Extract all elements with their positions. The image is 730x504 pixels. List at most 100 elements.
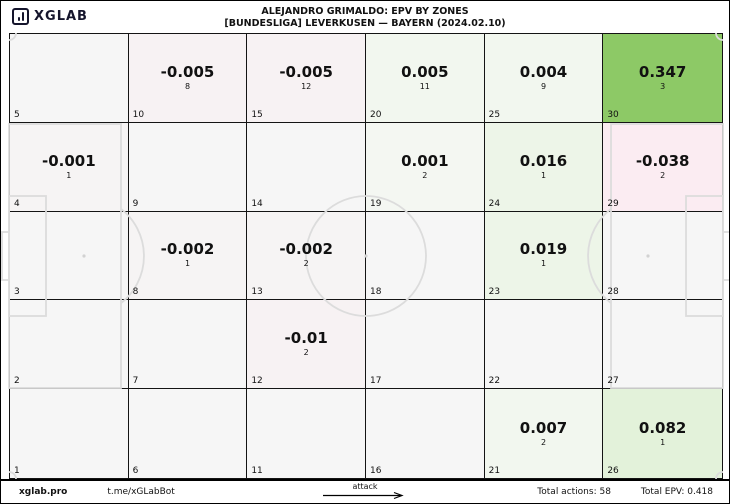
zone-epv-value: 0.347 [638, 62, 687, 81]
football-pitch: 5 -0.005 8 10 -0.005 12 15 0.005 11 20 0.004 9 25 0.3… [1, 33, 729, 479]
zone-epv-value: 0.001 [401, 151, 449, 170]
zone-cell-16: 16 [365, 389, 485, 478]
zone-action-count: 1 [184, 259, 191, 269]
logo-text: XGLAB [34, 9, 88, 24]
zone-number: 28 [607, 287, 619, 298]
zone-cell-22: 22 [484, 300, 604, 390]
zone-cell-13: -0.002 2 13 [247, 211, 366, 301]
zone-number: 20 [369, 109, 382, 120]
totals: Total actions: 58 Total EPV: 0.418 [537, 487, 713, 497]
zone-cell-8: -0.002 1 8 [128, 211, 248, 301]
zone-cell-15: -0.005 12 15 [247, 34, 366, 123]
site-label: xglab.pro [19, 487, 68, 497]
zone-action-count: 2 [540, 437, 547, 447]
zone-number: 16 [369, 466, 382, 476]
chart-titles: ALEJANDRO GRIMALDO: EPV BY ZONES [BUNDES… [111, 6, 619, 29]
zone-cell-21: 0.007 2 21 [484, 389, 604, 478]
zone-grid: 5 -0.005 8 10 -0.005 12 15 0.005 11 20 0.004 9 25 0.3… [9, 33, 723, 479]
zone-cell-23: 0.019 1 23 [484, 211, 604, 301]
zone-number: 24 [488, 198, 501, 209]
zone-epv-value: 0.004 [519, 62, 568, 81]
zone-action-count: 1 [540, 170, 547, 180]
zone-number: 17 [369, 376, 382, 387]
zone-number: 19 [369, 198, 382, 209]
total-actions-label: Total actions: 58 [537, 487, 611, 497]
zone-cell-27: 27 [603, 300, 722, 390]
zone-epv-value: -0.002 [160, 240, 215, 259]
zone-number: 25 [488, 109, 501, 120]
zone-cell-24: 0.016 1 24 [484, 122, 604, 212]
zone-cell-25: 0.004 9 25 [484, 34, 604, 123]
zone-number: 3 [14, 287, 20, 298]
zone-number: 15 [251, 109, 263, 120]
zone-epv-value: -0.002 [279, 240, 333, 259]
zone-cell-14: 14 [247, 122, 366, 212]
zone-action-count: 11 [419, 81, 430, 91]
zone-epv-value: -0.005 [279, 62, 333, 81]
zone-number: 7 [132, 376, 139, 387]
zone-cell-18: 18 [365, 211, 485, 301]
zone-cell-4: -0.001 1 4 [10, 122, 129, 212]
attack-arrow-icon [323, 491, 404, 500]
telegram-bot-label: t.me/xGLabBot [107, 487, 175, 497]
zone-action-count: 3 [660, 81, 666, 91]
zone-action-count: 1 [66, 170, 72, 180]
zone-cell-1: 1 [10, 389, 129, 478]
zone-cell-12: -0.01 2 12 [247, 300, 366, 390]
zone-action-count: 1 [540, 259, 547, 269]
zone-number: 9 [132, 198, 139, 209]
zone-cell-19: 0.001 2 19 [365, 122, 485, 212]
zone-cell-29: -0.038 2 29 [603, 122, 722, 212]
zone-cell-5: 5 [10, 34, 129, 123]
xglab-logo: XGLAB [12, 8, 88, 25]
zone-epv-value: -0.005 [160, 62, 215, 81]
zone-number: 13 [251, 287, 263, 298]
chart-subtitle: [BUNDESLIGA] LEVERKUSEN — BAYERN (2024.0… [224, 17, 506, 29]
zone-number: 26 [607, 466, 619, 476]
footer: xglab.pro t.me/xGLabBot attack Total act… [1, 479, 729, 503]
zone-number: 22 [488, 376, 501, 387]
zone-epv-value: 0.019 [519, 240, 568, 259]
zone-cell-30: 0.347 3 30 [603, 34, 722, 123]
attack-direction: attack [321, 482, 409, 500]
zone-action-count: 9 [540, 81, 547, 91]
zone-number: 10 [132, 109, 145, 120]
zone-action-count: 12 [301, 81, 312, 91]
zone-number: 5 [14, 109, 20, 120]
zone-cell-7: 7 [128, 300, 248, 390]
zone-action-count: 8 [184, 81, 191, 91]
zone-number: 23 [488, 287, 501, 298]
zone-cell-10: -0.005 8 10 [128, 34, 248, 123]
zone-epv-value: -0.038 [635, 151, 690, 170]
chart-title: ALEJANDRO GRIMALDO: EPV BY ZONES [261, 6, 469, 17]
zone-number: 30 [607, 109, 619, 120]
zone-cell-2: 2 [10, 300, 129, 390]
zone-action-count: 2 [303, 348, 309, 358]
zone-cell-26: 0.082 1 26 [603, 389, 722, 478]
zone-number: 21 [488, 466, 501, 476]
zone-cell-6: 6 [128, 389, 248, 478]
zone-cell-17: 17 [365, 300, 485, 390]
zone-number: 14 [251, 198, 263, 209]
zone-number: 11 [251, 466, 263, 476]
zone-number: 8 [132, 287, 139, 298]
bar-chart-icon [12, 8, 29, 25]
zone-epv-value: -0.001 [41, 151, 96, 170]
zone-cell-20: 0.005 11 20 [365, 34, 485, 123]
zone-epv-value: 0.016 [519, 151, 568, 170]
zone-action-count: 2 [660, 170, 666, 180]
zone-action-count: 1 [660, 437, 666, 447]
zone-cell-11: 11 [247, 389, 366, 478]
zone-action-count: 2 [422, 170, 428, 180]
attack-label: attack [352, 482, 378, 491]
zone-epv-value: 0.082 [638, 418, 687, 437]
total-epv-label: Total EPV: 0.418 [640, 487, 713, 497]
zone-cell-28: 28 [603, 211, 722, 301]
zone-number: 1 [14, 466, 20, 476]
zone-cell-3: 3 [10, 211, 129, 301]
zone-number: 29 [607, 198, 619, 209]
zone-cell-9: 9 [128, 122, 248, 212]
zone-number: 2 [14, 376, 20, 387]
zone-epv-value: 0.007 [519, 418, 568, 437]
